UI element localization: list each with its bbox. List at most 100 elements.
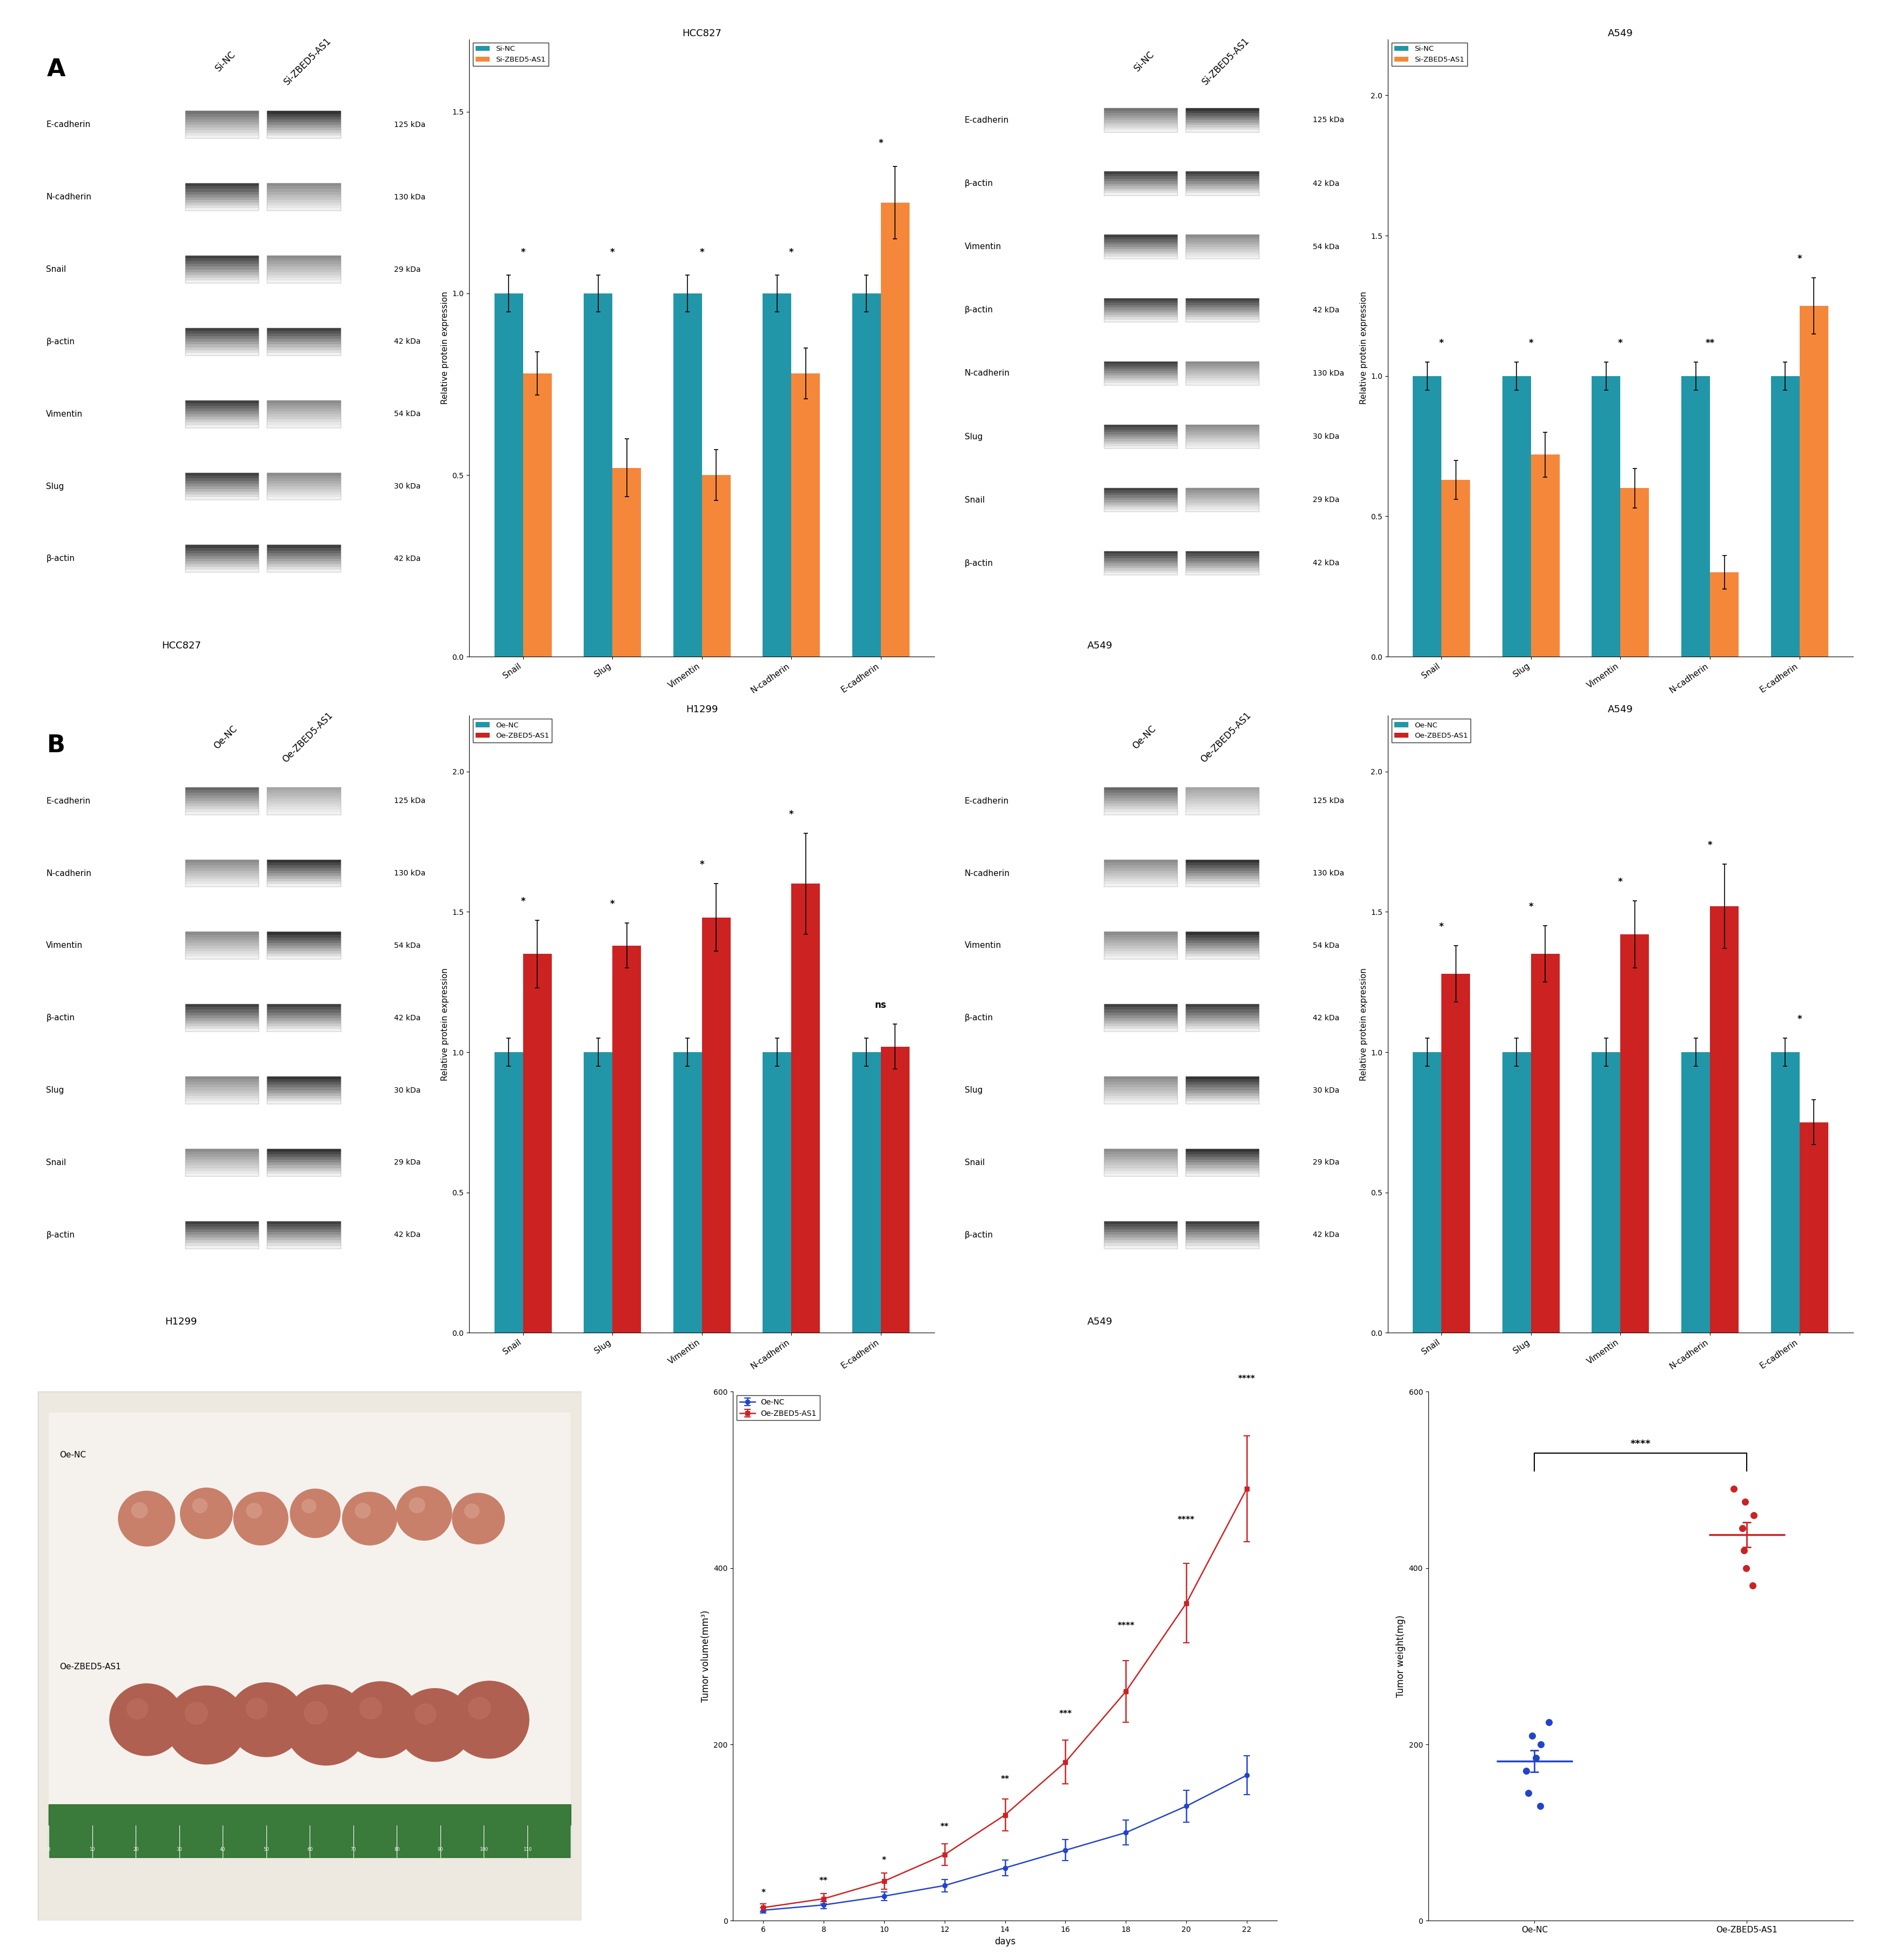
Bar	[1186, 788, 1259, 790]
Text: β-actin: β-actin	[964, 559, 993, 566]
Bar	[267, 1223, 340, 1227]
Text: 50: 50	[263, 1846, 269, 1852]
Bar	[1186, 572, 1259, 574]
Text: 90: 90	[437, 1846, 442, 1852]
Bar	[1186, 488, 1259, 512]
Bar	[185, 792, 259, 796]
Bar	[1104, 367, 1178, 368]
Bar	[1104, 937, 1178, 941]
Bar	[1186, 251, 1259, 255]
Bar	[1104, 441, 1178, 443]
Bar	[1104, 1241, 1178, 1243]
Bar	[267, 498, 340, 500]
Bar	[185, 486, 259, 490]
Bar	[1104, 1076, 1178, 1103]
Bar	[1104, 551, 1178, 574]
Bar	[1186, 1088, 1259, 1090]
Bar	[1104, 190, 1178, 194]
Bar	[1104, 802, 1178, 804]
Bar	[1709, 906, 1738, 1333]
Bar	[1186, 1076, 1259, 1080]
Bar	[267, 1149, 340, 1152]
Point	[1520, 1742, 1551, 1774]
Bar	[185, 202, 259, 206]
Bar	[185, 1090, 259, 1094]
Bar	[1186, 188, 1259, 190]
Text: *: *	[611, 247, 615, 257]
Bar	[267, 120, 340, 122]
Bar	[185, 545, 259, 572]
Bar	[1104, 1149, 1178, 1152]
Point	[1732, 1552, 1762, 1584]
Bar	[1621, 935, 1649, 1333]
Bar	[185, 1168, 259, 1170]
Circle shape	[452, 1494, 505, 1544]
Bar	[1104, 1084, 1178, 1088]
Text: 54 kDa: 54 kDa	[1312, 943, 1339, 949]
Bar	[1186, 551, 1259, 553]
Bar	[185, 1004, 259, 1031]
Bar	[267, 404, 340, 406]
Bar	[267, 949, 340, 951]
Bar	[1104, 1237, 1178, 1241]
Bar	[1104, 194, 1178, 196]
Bar	[185, 931, 259, 958]
Bar	[185, 345, 259, 347]
Text: *: *	[879, 139, 883, 149]
Bar	[1104, 1096, 1178, 1098]
Bar	[1709, 572, 1738, 657]
Text: Si-NC: Si-NC	[214, 49, 238, 73]
Text: 125 kDa: 125 kDa	[1312, 116, 1345, 123]
Bar	[1186, 427, 1259, 429]
Bar	[185, 484, 259, 486]
Bar	[1104, 180, 1178, 184]
Text: *: *	[1796, 255, 1802, 265]
Bar	[1104, 502, 1178, 506]
Bar	[1104, 868, 1178, 870]
Point	[1526, 1729, 1556, 1760]
Bar	[267, 860, 340, 888]
Bar	[185, 425, 259, 427]
Bar	[1104, 114, 1178, 116]
Bar	[1104, 312, 1178, 316]
Bar	[267, 400, 340, 404]
Text: 30: 30	[176, 1846, 182, 1852]
Circle shape	[450, 1682, 529, 1758]
Bar	[185, 874, 259, 876]
Y-axis label: Relative protein expression: Relative protein expression	[1360, 292, 1367, 404]
Bar	[267, 941, 340, 943]
Bar	[267, 327, 340, 331]
Bar	[1104, 860, 1178, 888]
Text: B: B	[47, 733, 66, 757]
Text: 29 kDa: 29 kDa	[1312, 496, 1339, 504]
Point	[1534, 1707, 1564, 1739]
Text: **: **	[819, 1876, 828, 1886]
Bar	[1186, 500, 1259, 502]
Bar	[267, 480, 340, 484]
Text: β-actin: β-actin	[45, 1231, 74, 1239]
Circle shape	[356, 1503, 371, 1519]
Bar	[185, 135, 259, 139]
Bar	[1104, 870, 1178, 874]
Bar	[185, 1098, 259, 1102]
Bar	[185, 1166, 259, 1168]
Bar	[185, 417, 259, 419]
Bar	[267, 135, 340, 139]
Bar	[1186, 876, 1259, 878]
Text: *: *	[700, 860, 703, 870]
Circle shape	[342, 1492, 397, 1544]
Bar	[267, 802, 340, 804]
Bar	[1186, 239, 1259, 241]
Bar	[1186, 1229, 1259, 1233]
Bar	[1104, 435, 1178, 437]
Bar	[267, 806, 340, 809]
Bar	[1186, 110, 1259, 114]
Bar	[1186, 955, 1259, 956]
Bar	[1186, 425, 1259, 427]
Bar	[267, 122, 340, 125]
Text: Slug: Slug	[964, 1086, 983, 1094]
Bar	[1186, 1017, 1259, 1021]
Bar	[185, 341, 259, 345]
Bar	[1186, 1154, 1259, 1156]
Text: 42 kDa: 42 kDa	[393, 555, 422, 563]
